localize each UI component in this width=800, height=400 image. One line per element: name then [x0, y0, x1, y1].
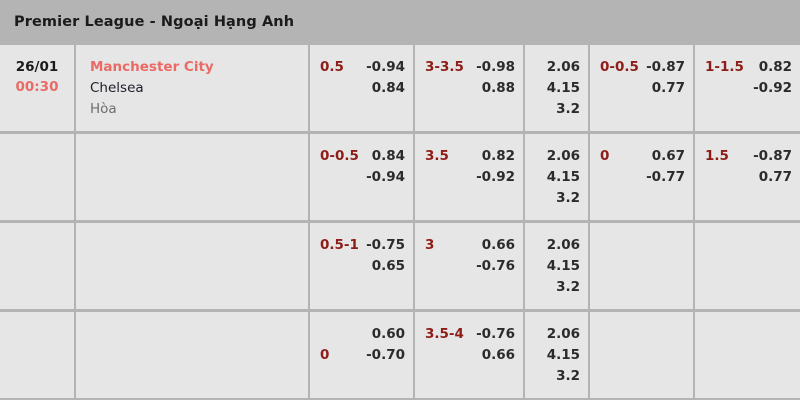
handicap-cell-2[interactable]: 3 0.66 -0.76	[415, 223, 523, 309]
handicap-cell-4[interactable]: 1-1.5 0.82 -0.92	[695, 45, 800, 131]
odds-home-win[interactable]: 2.06	[546, 148, 580, 164]
handicap-cell-1[interactable]: 0.5 -0.94 0.84	[310, 45, 413, 131]
away-team-name: Chelsea	[90, 80, 144, 96]
handicap-cell-4[interactable]: 1.5 -0.87 0.77	[695, 134, 800, 220]
odds-away-win[interactable]: 4.15	[546, 347, 580, 363]
handicap-value-top[interactable]: 3	[425, 237, 435, 253]
handicap-value-top[interactable]: 1.5	[705, 148, 729, 164]
handicap-value-top[interactable]: 1-1.5	[705, 59, 744, 75]
odds-home-win[interactable]: 2.06	[546, 237, 580, 253]
odds-value-top[interactable]: -0.87	[646, 59, 685, 75]
odds-value-bottom[interactable]: -0.76	[476, 258, 515, 274]
match-datetime-cell: 26/01 00:30	[0, 45, 74, 131]
handicap-value-top[interactable]: 0.5	[320, 59, 344, 75]
odds-value-bottom[interactable]: -0.70	[366, 347, 405, 363]
handicap-value-top[interactable]: 0-0.5	[320, 148, 359, 164]
one-x-two-cell[interactable]: 2.06 4.15 3.2	[525, 312, 588, 398]
odds-value-bottom[interactable]: 0.77	[758, 169, 792, 185]
odds-value-bottom[interactable]: -0.77	[646, 169, 685, 185]
handicap-cell-3	[590, 312, 693, 398]
odds-value-top[interactable]: 0.66	[481, 237, 515, 253]
one-x-two-cell[interactable]: 2.06 4.15 3.2	[525, 134, 588, 220]
handicap-cell-2[interactable]: 3-3.5 -0.98 0.88	[415, 45, 523, 131]
draw-label: Hòa	[90, 101, 117, 117]
odds-value-top[interactable]: 0.60	[371, 326, 405, 342]
handicap-value-top[interactable]: 0-0.5	[600, 59, 639, 75]
odds-value-bottom[interactable]: 0.65	[371, 258, 405, 274]
table-row[interactable]: 0.60 0 -0.70 3.5-4 -0.76 0.66	[0, 311, 800, 400]
handicap-cell-1[interactable]: 0.60 0 -0.70	[310, 312, 413, 398]
teams-cell	[76, 312, 308, 398]
odds-value-bottom[interactable]: -0.92	[753, 80, 792, 96]
teams-cell	[76, 223, 308, 309]
handicap-value-top[interactable]: 0.5-1	[320, 237, 359, 253]
odds-value-bottom[interactable]: -0.92	[476, 169, 515, 185]
odds-value-top[interactable]: 0.67	[651, 148, 685, 164]
table-row[interactable]: 0.5-1 -0.75 0.65 3 0.66	[0, 222, 800, 311]
odds-draw[interactable]: 3.2	[556, 101, 580, 117]
teams-cell: Manchester City Chelsea Hòa	[76, 45, 308, 131]
handicap-cell-3	[590, 223, 693, 309]
handicap-cell-1[interactable]: 0.5-1 -0.75 0.65	[310, 223, 413, 309]
table-row[interactable]: 26/01 00:30 Manchester City Chelsea Hòa …	[0, 44, 800, 133]
one-x-two-cell[interactable]: 2.06 4.15 3.2	[525, 223, 588, 309]
odds-home-win[interactable]: 2.06	[546, 326, 580, 342]
handicap-value-top[interactable]: 3.5	[425, 148, 449, 164]
handicap-value-top[interactable]: 3.5-4	[425, 326, 464, 342]
odds-value-bottom[interactable]: -0.94	[366, 169, 405, 185]
odds-value-top[interactable]: -0.98	[476, 59, 515, 75]
odds-value-bottom[interactable]: 0.84	[371, 80, 405, 96]
odds-draw[interactable]: 3.2	[556, 190, 580, 206]
odds-draw[interactable]: 3.2	[556, 279, 580, 295]
odds-value-bottom[interactable]: 0.66	[481, 347, 515, 363]
odds-away-win[interactable]: 4.15	[546, 258, 580, 274]
match-date: 26/01	[15, 59, 59, 75]
odds-value-bottom[interactable]: 0.77	[651, 80, 685, 96]
handicap-cell-1[interactable]: 0-0.5 0.84 -0.94	[310, 134, 413, 220]
handicap-cell-2[interactable]: 3.5-4 -0.76 0.66	[415, 312, 523, 398]
odds-draw[interactable]: 3.2	[556, 368, 580, 384]
home-team-name: Manchester City	[90, 59, 214, 75]
one-x-two-cell[interactable]: 2.06 4.15 3.2	[525, 45, 588, 131]
handicap-cell-3[interactable]: 0-0.5 -0.87 0.77	[590, 45, 693, 131]
odds-table: 26/01 00:30 Manchester City Chelsea Hòa …	[0, 44, 800, 400]
league-header: Premier League - Ngoại Hạng Anh	[0, 0, 800, 44]
match-datetime-cell	[0, 223, 74, 309]
odds-value-top[interactable]: -0.76	[476, 326, 515, 342]
odds-value-top[interactable]: 0.82	[758, 59, 792, 75]
handicap-value-top[interactable]: 3-3.5	[425, 59, 464, 75]
odds-value-bottom[interactable]: 0.88	[481, 80, 515, 96]
teams-cell	[76, 134, 308, 220]
odds-value-top[interactable]: -0.75	[366, 237, 405, 253]
odds-away-win[interactable]: 4.15	[546, 169, 580, 185]
handicap-value-bottom[interactable]: 0	[320, 347, 330, 363]
odds-away-win[interactable]: 4.15	[546, 80, 580, 96]
handicap-cell-4	[695, 223, 800, 309]
handicap-cell-4	[695, 312, 800, 398]
league-title: Premier League - Ngoại Hạng Anh	[14, 14, 295, 30]
odds-value-top[interactable]: -0.87	[753, 148, 792, 164]
table-row[interactable]: 0-0.5 0.84 -0.94 3.5 0.82	[0, 133, 800, 222]
handicap-value-top[interactable]: 0	[600, 148, 610, 164]
odds-value-top[interactable]: -0.94	[366, 59, 405, 75]
handicap-cell-2[interactable]: 3.5 0.82 -0.92	[415, 134, 523, 220]
odds-value-top[interactable]: 0.82	[481, 148, 515, 164]
handicap-cell-3[interactable]: 0 0.67 -0.77	[590, 134, 693, 220]
match-datetime-cell	[0, 134, 74, 220]
odds-value-top[interactable]: 0.84	[371, 148, 405, 164]
match-time: 00:30	[15, 79, 59, 95]
odds-home-win[interactable]: 2.06	[546, 59, 580, 75]
match-datetime-cell	[0, 312, 74, 398]
